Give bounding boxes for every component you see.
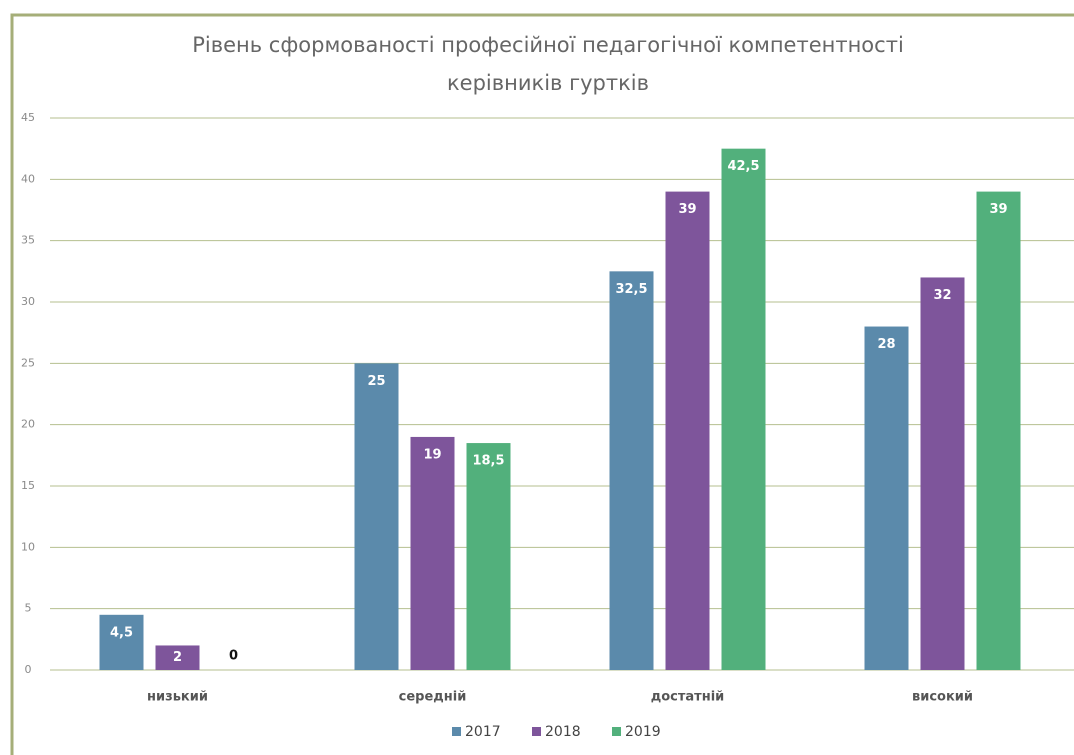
legend-label: 2017 — [465, 724, 501, 740]
frame — [10, 13, 1074, 755]
y-tick-label: 35 — [21, 234, 35, 247]
y-tick-label: 30 — [21, 295, 35, 308]
bar — [99, 614, 144, 670]
data-label: 32 — [933, 288, 951, 303]
y-tick-label: 15 — [21, 479, 35, 492]
data-label: 19 — [423, 447, 441, 462]
data-label: 39 — [989, 202, 1007, 217]
data-label: 28 — [877, 337, 895, 352]
y-tick-label: 45 — [21, 111, 35, 124]
chart-title: Рівень сформованості професійної педагог… — [192, 33, 904, 57]
bar — [920, 277, 965, 670]
legend-label: 2018 — [545, 724, 581, 740]
data-label: 4,5 — [110, 625, 133, 640]
chart-title: керівників гуртків — [447, 71, 649, 95]
legend-swatch — [452, 727, 461, 736]
bar — [976, 191, 1021, 670]
y-tick-label: 5 — [25, 602, 32, 615]
legend-swatch — [532, 727, 541, 736]
bar — [665, 191, 710, 670]
x-tick-label: високий — [912, 690, 973, 705]
bar — [155, 645, 200, 670]
bar — [410, 436, 455, 670]
y-tick-label: 25 — [21, 356, 35, 369]
y-tick-label: 20 — [21, 418, 35, 431]
bar — [864, 326, 909, 670]
y-tick-label: 10 — [21, 540, 35, 553]
legend-swatch — [612, 727, 621, 736]
data-label: 2 — [173, 650, 182, 665]
data-label: 18,5 — [472, 454, 504, 469]
data-label: 25 — [367, 374, 385, 389]
y-tick-label: 40 — [21, 172, 35, 185]
data-label: 0 — [229, 649, 238, 664]
bar — [466, 443, 511, 670]
bar — [354, 363, 399, 670]
x-tick-label: низький — [147, 690, 208, 705]
x-tick-label: середній — [399, 690, 467, 705]
data-label: 32,5 — [615, 282, 647, 297]
bar — [609, 271, 654, 670]
bar — [721, 148, 766, 670]
data-label: 42,5 — [727, 159, 759, 174]
data-label: 39 — [678, 202, 696, 217]
x-tick-label: достатній — [651, 690, 725, 705]
y-tick-label: 0 — [25, 663, 32, 676]
legend-label: 2019 — [625, 724, 661, 740]
